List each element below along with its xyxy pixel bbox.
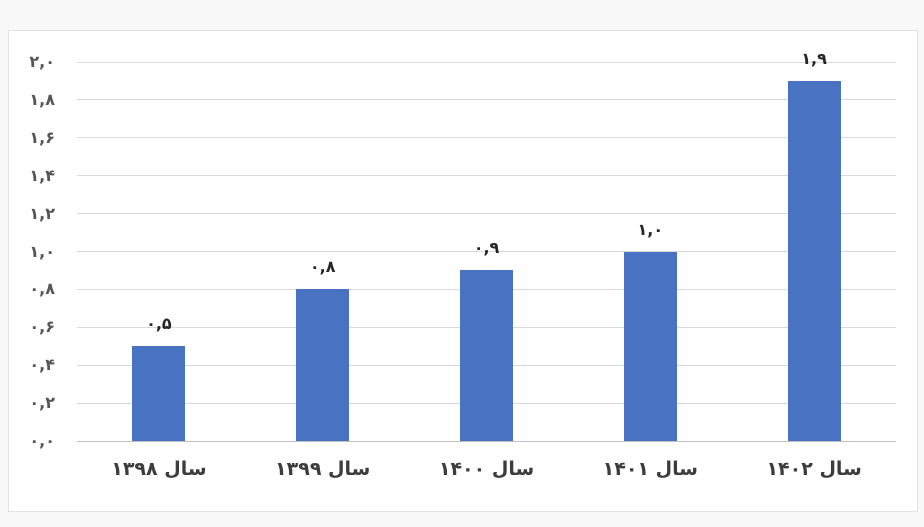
gridline	[77, 137, 896, 139]
y-axis-tick-label: ۱,۸	[29, 89, 55, 109]
bar-chart-panel[interactable]: ۲,۰ ۱,۸ ۱,۶ ۱,۴ ۱,۲ ۱,۰ ۰,۸ ۰,۶ ۰,۴ ۰,۲ ۰,۰ ۰,۵ سال …	[8, 30, 918, 512]
bar-value-label: ۱,۹	[801, 48, 827, 68]
y-axis-tick-label: ۰,۲	[29, 393, 55, 413]
y-axis-tick-label: ۱,۴	[29, 165, 55, 185]
bar[interactable]	[460, 270, 513, 441]
y-axis-tick-label: ۰,۶	[29, 317, 55, 337]
bar[interactable]	[623, 251, 677, 441]
bar[interactable]	[787, 80, 841, 441]
gridline	[77, 99, 896, 101]
y-axis-tick-label: ۲,۰	[29, 52, 55, 71]
x-axis-line	[77, 440, 896, 442]
bar[interactable]	[132, 346, 186, 441]
gridline	[77, 213, 896, 215]
bar-value-label: ۰,۸	[309, 257, 336, 277]
x-axis-category-label: سال ۱۴۰۰	[438, 458, 535, 480]
bar-value-label: ۰,۵	[146, 314, 172, 334]
bar-value-label: ۰,۹	[473, 238, 500, 258]
x-axis-category-label: سال ۱۳۹۹	[275, 458, 371, 480]
x-axis-category-label: سال ۱۳۹۸	[111, 458, 207, 480]
bar[interactable]	[296, 289, 350, 441]
y-axis-tick-label: ۱,۰	[29, 241, 55, 261]
gridline	[77, 175, 896, 177]
gridline	[77, 61, 896, 63]
y-axis-tick-label: ۰,۴	[29, 355, 55, 375]
x-axis-category-label: سال ۱۴۰۱	[602, 458, 698, 480]
y-axis-tick-label: ۱,۲	[29, 203, 55, 223]
y-axis-tick-label: ۰,۸	[29, 279, 55, 299]
x-axis-category-label: سال ۱۴۰۲	[766, 458, 862, 480]
bar-value-label: ۱,۰	[637, 219, 664, 239]
gridline	[77, 251, 896, 252]
y-axis-tick-label: ۰,۰	[29, 431, 55, 450]
y-axis-tick-label: ۱,۶	[29, 127, 55, 147]
plot-area: ۲,۰ ۱,۸ ۱,۶ ۱,۴ ۱,۲ ۱,۰ ۰,۸ ۰,۶ ۰,۴ ۰,۲ ۰,۰ ۰,۵ سال …	[29, 49, 896, 480]
